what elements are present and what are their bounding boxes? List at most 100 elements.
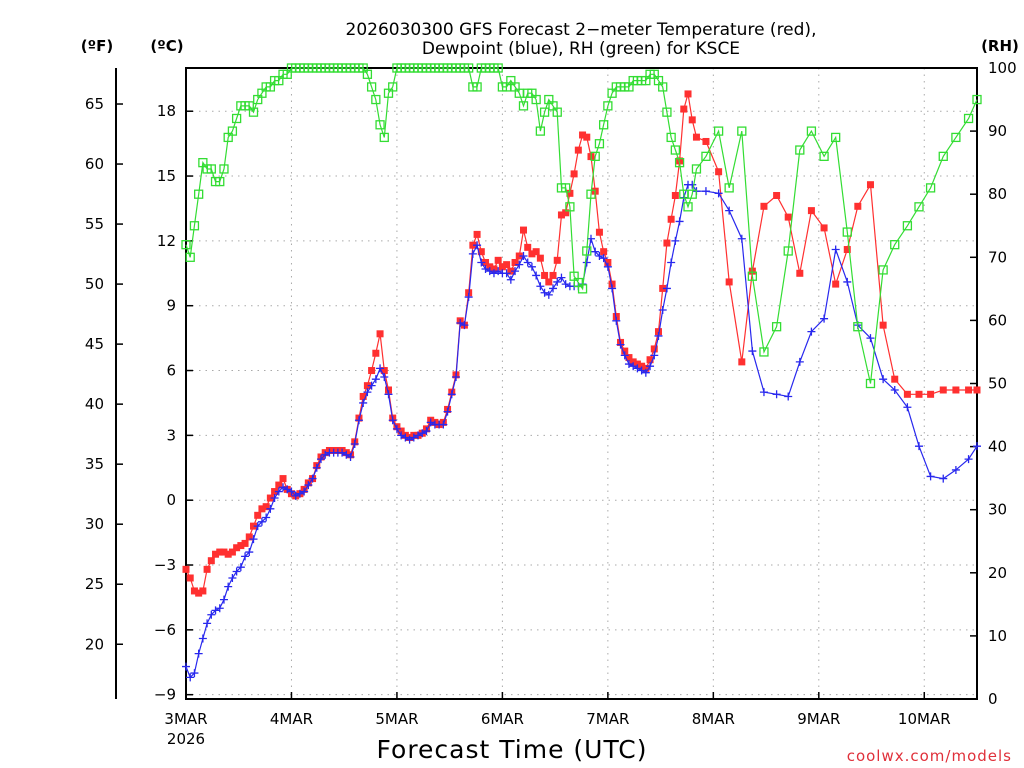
dewpoint-point (485, 267, 494, 276)
dewpoint-point (426, 418, 435, 427)
temperature-point (738, 358, 746, 366)
rh-tick-label: 20 (988, 564, 1007, 582)
temperature-point (625, 354, 633, 362)
temperature-point (376, 330, 384, 338)
dewpoint-point (951, 465, 960, 474)
dewpoint-point (249, 535, 258, 544)
dewpoint-point (354, 416, 363, 425)
temperature-point (952, 386, 960, 394)
temperature-point (891, 375, 899, 383)
relative-humidity-point (181, 240, 191, 250)
dewpoint-point (772, 390, 781, 399)
dewpoint-point (549, 284, 558, 293)
rh-tick-label: 60 (988, 311, 1007, 329)
dewpoint-point (460, 321, 469, 330)
dewpoint-point (215, 604, 224, 613)
relative-humidity-point (590, 151, 600, 161)
dewpoint-point (194, 649, 203, 658)
dewpoint-point (903, 403, 912, 412)
x-tick-label: 7MAR (586, 710, 629, 728)
temperature-point (224, 550, 232, 558)
dewpoint-point (388, 416, 397, 425)
relative-humidity-point (379, 132, 389, 143)
relative-humidity-point (206, 164, 216, 174)
temperature-point (503, 261, 511, 269)
x-tick-label: 5MAR (375, 710, 418, 728)
dewpoint-point (586, 234, 595, 243)
dewpoint-line (185, 184, 978, 679)
dewpoint-point (456, 318, 465, 327)
x-axis-title: Forecast Time (UTC) (377, 735, 648, 764)
dewpoint-point (371, 375, 380, 384)
dewpoint-point (287, 487, 296, 496)
dewpoint-point (241, 552, 250, 561)
temperature-point (220, 548, 228, 556)
plot-frame (185, 67, 978, 700)
relative-humidity-point (737, 126, 747, 136)
dewpoint-point (367, 381, 376, 390)
temperature-point (494, 256, 502, 264)
temperature-point (692, 133, 700, 141)
dewpoint-point (494, 267, 503, 276)
relative-humidity-point (747, 271, 758, 281)
relative-humidity-point (227, 126, 238, 136)
dewpoint-point (257, 517, 266, 526)
celsius-tick-label: 12 (157, 232, 176, 250)
temperature-point (549, 271, 557, 279)
relative-humidity-point (531, 94, 541, 105)
dewpoint-point (262, 513, 271, 522)
dewpoint-point (414, 431, 423, 440)
relative-humidity-point (586, 189, 596, 199)
temperature-point (249, 522, 257, 530)
dewpoint-point (405, 435, 414, 444)
dewpoint-point (211, 606, 220, 615)
relative-humidity-point (582, 246, 592, 256)
temperature-point (579, 131, 587, 139)
temperature-point (380, 367, 388, 375)
relative-humidity-point (598, 120, 609, 130)
relative-humidity-point (683, 202, 693, 212)
dewpoint-point (207, 610, 216, 619)
dewpoint-point (182, 662, 190, 671)
relative-humidity-point (878, 265, 888, 275)
temperature-point (498, 263, 506, 271)
temperature-point (279, 475, 287, 483)
dewpoint-point (312, 463, 321, 472)
dewpoint-point (253, 522, 262, 531)
temperature-point (604, 258, 612, 266)
temperature-point (482, 258, 490, 266)
relative-humidity-point (189, 221, 200, 231)
relative-humidity-point (865, 378, 876, 389)
temperature-series (182, 90, 981, 597)
dewpoint-point (316, 455, 325, 464)
temperature-point (583, 133, 591, 141)
dewpoint-point (295, 489, 304, 498)
temperature-point (359, 392, 367, 400)
temperature-point (715, 168, 723, 176)
dewpoint-point (633, 364, 642, 373)
dewpoint-point (523, 258, 532, 267)
temperature-point (688, 116, 696, 124)
temperature-point (237, 542, 245, 550)
temperature-point (654, 328, 662, 336)
temperature-point (271, 488, 279, 496)
dewpoint-point (629, 362, 638, 371)
dewpoint-point (304, 481, 313, 490)
dewpoint-point (401, 433, 410, 442)
dewpoint-point (646, 362, 655, 371)
dewpoint-point (662, 284, 671, 293)
dewpoint-point (879, 375, 888, 384)
relative-humidity-point (518, 101, 529, 111)
fahrenheit-tick-label: 40 (85, 395, 104, 413)
temperature-point (490, 265, 498, 273)
dewpoint-point (553, 277, 562, 286)
temperature-point (203, 565, 211, 573)
temperature-point (973, 386, 981, 394)
dewpoint-point (190, 669, 199, 678)
temperature-point (524, 243, 532, 251)
dewpoint-point (616, 340, 625, 349)
dewpoint-point (489, 269, 498, 278)
dewpoint-point (926, 472, 935, 481)
temperature-point (671, 191, 679, 199)
temperature-point (915, 390, 923, 398)
